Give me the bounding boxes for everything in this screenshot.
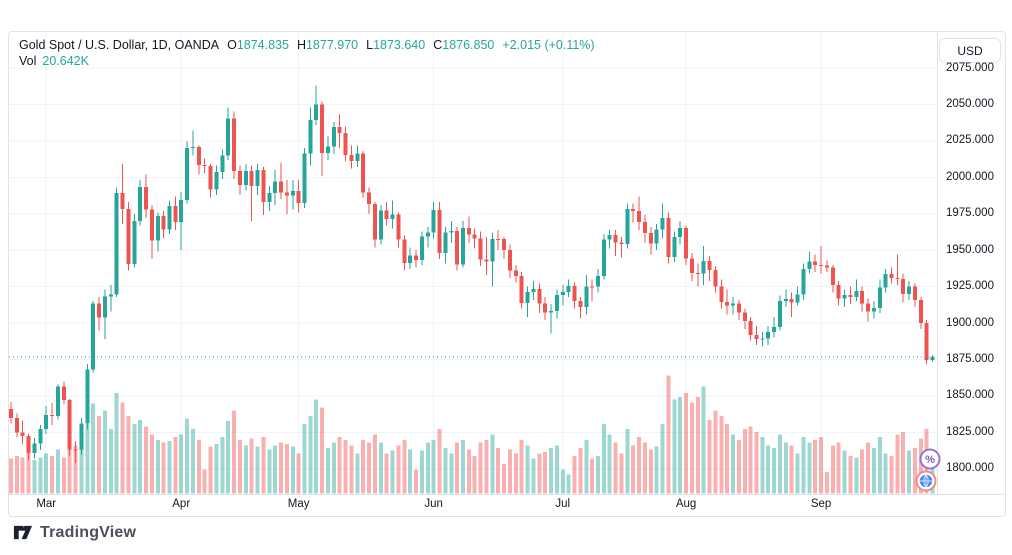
legend-volume-row: Vol 20.642K: [19, 54, 595, 69]
close-value: 1876.850: [442, 38, 495, 52]
percent-icon: %: [919, 448, 941, 470]
open-value: 1874.835: [236, 38, 289, 52]
volume-label: Vol: [19, 54, 37, 68]
open-label: O: [227, 38, 237, 52]
legend-symbol-row: Gold Spot / U.S. Dollar, 1D, OANDA O1874.…: [19, 38, 595, 53]
grid-lines: [9, 32, 937, 494]
symbol-title[interactable]: Gold Spot / U.S. Dollar, 1D, OANDA: [19, 38, 220, 52]
price-chart-pane[interactable]: [9, 32, 1005, 516]
tradingview-logo-icon: [13, 525, 33, 540]
tradingview-brand-text: TradingView: [40, 523, 137, 541]
low-label: L: [366, 38, 374, 52]
change-value: +2.015 (+0.11%): [502, 38, 595, 52]
candles-layer: [9, 85, 935, 464]
volume-bars-layer: [9, 375, 935, 494]
high-value: 1877.970: [305, 38, 359, 52]
axis-borders: [9, 32, 1005, 495]
currency-usd-button[interactable]: USD: [939, 38, 1001, 63]
volume-value: 20.642K: [42, 54, 89, 68]
chart-widget-card: Gold Spot / U.S. Dollar, 1D, OANDA O1874.…: [8, 31, 1006, 517]
svg-text:%: %: [925, 454, 935, 466]
low-value: 1873.640: [373, 38, 426, 52]
globe-icon: [915, 470, 937, 492]
economic-event-percent-badge[interactable]: %: [919, 448, 941, 470]
tradingview-attribution[interactable]: TradingView: [12, 522, 136, 543]
high-label: H: [296, 38, 306, 52]
legend: Gold Spot / U.S. Dollar, 1D, OANDA O1874.…: [19, 38, 595, 69]
close-label: C: [433, 38, 443, 52]
economic-event-globe-badge[interactable]: [915, 470, 937, 492]
